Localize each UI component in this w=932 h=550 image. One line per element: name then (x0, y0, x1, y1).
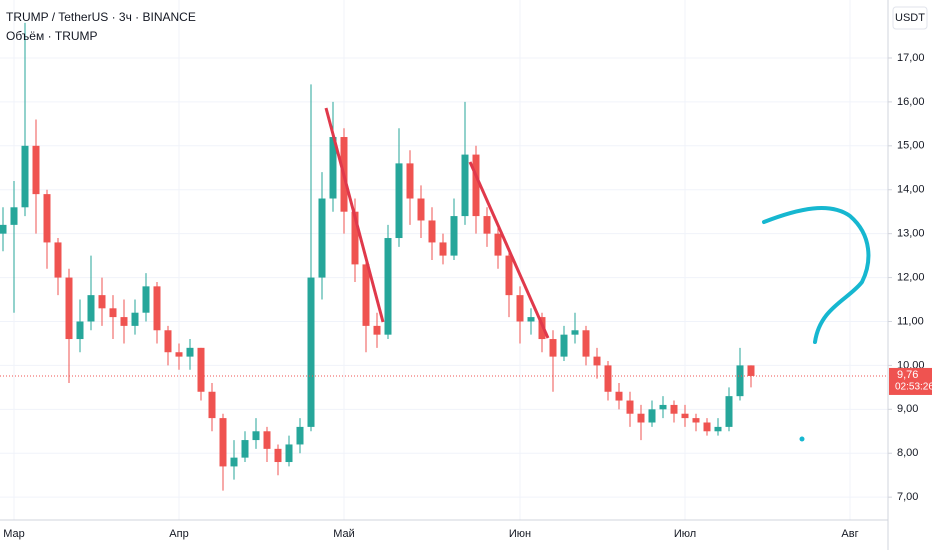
candle-body (615, 391, 623, 401)
y-tick-label: 12,00 (897, 271, 925, 283)
candle-body (450, 216, 458, 256)
candle-body (252, 431, 260, 441)
candle-body (76, 321, 84, 340)
candle-body (527, 317, 535, 322)
x-tick-label: Апр (169, 528, 188, 540)
candle-body (560, 334, 568, 357)
candle-body (417, 198, 425, 221)
candle-body (395, 163, 403, 239)
candle-body (604, 365, 612, 392)
y-tick-label: 14,00 (897, 184, 925, 196)
candle-body (714, 426, 722, 432)
x-tick-label: Май (333, 528, 355, 540)
candle-body (626, 400, 634, 414)
y-tick-label: 16,00 (897, 96, 925, 108)
candle-body (472, 154, 480, 217)
candle-body (494, 233, 502, 256)
candle-body (230, 457, 238, 467)
volume-title: Объём · TRUMP (6, 29, 98, 43)
last-price-label: 9,76 (897, 369, 918, 381)
y-tick-label: 15,00 (897, 140, 925, 152)
candle-body (593, 356, 601, 366)
candle-body (32, 145, 40, 195)
chart-title: TRUMP / TetherUS · 3ч · BINANCE (6, 10, 196, 24)
x-tick-label: Мар (3, 528, 25, 540)
candle-body (362, 264, 370, 326)
y-tick-label: 9,00 (897, 403, 918, 415)
candle-body (373, 325, 381, 335)
candle-body (670, 404, 678, 414)
candle-body (351, 211, 359, 265)
question-mark-drawing (762, 206, 871, 344)
question-mark-dot (799, 436, 805, 442)
y-tick-label: 7,00 (897, 491, 918, 503)
candle-body (725, 396, 733, 427)
candle-body (186, 347, 194, 357)
grid (0, 0, 888, 520)
candle-body (637, 413, 645, 423)
candle-body (241, 440, 249, 458)
candle-body (736, 365, 744, 397)
y-tick-label: 13,00 (897, 228, 925, 240)
candle-body (659, 404, 667, 410)
candle-body (384, 238, 392, 335)
candle-body (21, 145, 29, 208)
trend-line (468, 161, 550, 339)
x-tick-label: Июн (509, 528, 531, 540)
candle-body (197, 347, 205, 392)
candle-body (175, 352, 183, 357)
candle-body (10, 207, 18, 225)
candle-body (582, 330, 590, 357)
currency-box[interactable] (892, 6, 928, 30)
candle-body (648, 409, 656, 423)
candle-body (164, 330, 172, 353)
candle-body (43, 194, 51, 243)
candle-body (505, 255, 513, 296)
candle-body (131, 312, 139, 326)
candle-body (219, 418, 227, 467)
candle-body (285, 444, 293, 463)
candle-body (263, 431, 271, 449)
candle-body (0, 224, 7, 234)
candle-body (406, 163, 414, 199)
trend-line (324, 107, 385, 323)
candle-body (109, 308, 117, 318)
candle-body (208, 391, 216, 419)
y-tick-label: 11,00 (897, 315, 924, 327)
candle-body (153, 286, 161, 331)
candle-body (54, 242, 62, 278)
candle-body (516, 295, 524, 322)
candle-body (274, 448, 282, 463)
candle-body (681, 413, 689, 419)
candle-body (428, 220, 436, 243)
candle-body (98, 295, 106, 309)
candle-body (120, 317, 128, 326)
candle-body (296, 426, 304, 445)
candle-body (87, 295, 95, 322)
axes: 7,008,009,0010,0011,0012,0013,0014,0015,… (3, 52, 932, 540)
candle-body (142, 286, 150, 313)
candle-body (307, 277, 315, 427)
countdown-label: 02:53:26 (895, 382, 932, 393)
candle-body (692, 418, 700, 423)
currency-label[interactable]: USDT (895, 12, 925, 24)
candle-body (439, 242, 447, 256)
x-tick-label: Июл (674, 528, 696, 540)
candle-body (571, 330, 579, 335)
candle-body (747, 365, 755, 376)
candle-body (483, 216, 491, 234)
candle-body (461, 154, 469, 217)
last-price-box (889, 367, 932, 395)
candle-body (318, 198, 326, 278)
y-tick-label: 17,00 (897, 52, 925, 64)
candle-body (329, 137, 337, 199)
x-tick-label: Авг (841, 528, 858, 540)
candle-body (549, 339, 557, 357)
y-tick-label: 8,00 (897, 447, 918, 459)
candle-body (703, 422, 711, 432)
candle-body (65, 277, 73, 340)
